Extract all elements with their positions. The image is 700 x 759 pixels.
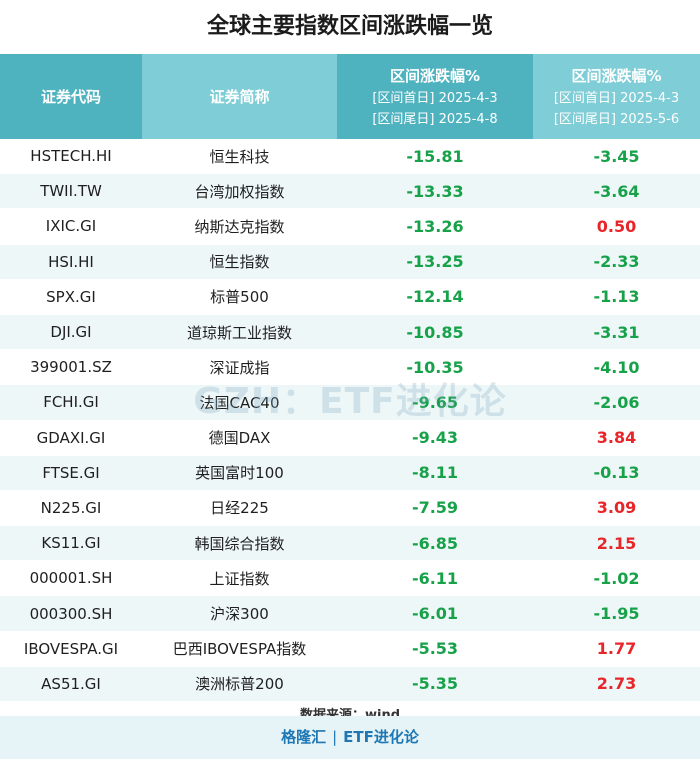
cell-name: 道琼斯工业指数 (142, 314, 337, 351)
cell-change-1: -7.59 (337, 490, 533, 527)
table-row: KS11.GI 韩国综合指数 -6.85 2.15 (0, 525, 700, 562)
header-change-2-end: [区间尾日] 2025-5-6 (553, 111, 680, 127)
cell-change-2: 3.84 (533, 420, 700, 456)
cell-name: 恒生科技 (142, 139, 337, 175)
cell-name: 台湾加权指数 (142, 173, 337, 210)
header-code: 证券代码 (0, 54, 142, 139)
cell-change-2: 2.15 (533, 525, 700, 562)
cell-code: IBOVESPA.GI (0, 631, 142, 667)
cell-code: HSTECH.HI (0, 139, 142, 175)
cell-name: 日经225 (142, 490, 337, 527)
header-change-1-label: 区间涨跌幅% (389, 66, 481, 85)
cell-change-2: -0.13 (533, 455, 700, 491)
cell-change-2: -3.45 (533, 139, 700, 175)
cell-code: FCHI.GI (0, 384, 142, 421)
cell-change-1: -5.35 (337, 666, 533, 703)
cell-name: 深证成指 (142, 349, 337, 386)
cell-code: AS51.GI (0, 666, 142, 703)
cell-name: 巴西IBOVESPA指数 (142, 631, 337, 667)
cell-code: SPX.GI (0, 279, 142, 315)
table-header: 证券代码 证券简称 区间涨跌幅% [区间首日] 2025-4-3 [区间尾日] … (0, 54, 700, 139)
footer-brand: 格隆汇 (281, 728, 327, 746)
header-change-2-start: [区间首日] 2025-4-3 (553, 90, 680, 106)
cell-name: 沪深300 (142, 595, 337, 632)
table-row: IBOVESPA.GI 巴西IBOVESPA指数 -5.53 1.77 (0, 631, 700, 667)
cell-code: IXIC.GI (0, 208, 142, 245)
cell-code: 000001.SH (0, 560, 142, 597)
table-row: FCHI.GI 法国CAC40 -9.65 -2.06 (0, 384, 700, 421)
cell-change-2: 0.50 (533, 208, 700, 245)
table-body: HSTECH.HI 恒生科技 -15.81 -3.45 TWII.TW 台湾加权指数 -13… (0, 139, 700, 703)
cell-change-2: -1.95 (533, 595, 700, 632)
cell-change-2: -2.33 (533, 244, 700, 280)
table-row: 000001.SH 上证指数 -6.11 -1.02 (0, 560, 700, 597)
footer-account: ETF进化论 (343, 728, 419, 746)
cell-change-1: -9.43 (337, 420, 533, 456)
cell-change-2: -2.06 (533, 384, 700, 421)
table-row: SPX.GI 标普500 -12.14 -1.13 (0, 279, 700, 315)
cell-name: 英国富时100 (142, 455, 337, 491)
index-table: 证券代码 证券简称 区间涨跌幅% [区间首日] 2025-4-3 [区间尾日] … (0, 54, 700, 703)
header-change-1: 区间涨跌幅% [区间首日] 2025-4-3 [区间尾日] 2025-4-8 (337, 54, 533, 139)
cell-change-1: -6.11 (337, 560, 533, 597)
cell-code: GDAXI.GI (0, 420, 142, 456)
cell-code: DJI.GI (0, 314, 142, 351)
cell-change-2: 1.77 (533, 631, 700, 667)
cell-change-2: -3.31 (533, 314, 700, 351)
cell-change-2: -1.02 (533, 560, 700, 597)
table-row: GDAXI.GI 德国DAX -9.43 3.84 (0, 420, 700, 456)
table-row: FTSE.GI 英国富时100 -8.11 -0.13 (0, 455, 700, 491)
cell-change-1: -10.85 (337, 314, 533, 351)
cell-change-1: -6.01 (337, 595, 533, 632)
cell-code: FTSE.GI (0, 455, 142, 491)
header-change-1-start: [区间首日] 2025-4-3 (372, 90, 498, 106)
table-row: AS51.GI 澳洲标普200 -5.35 2.73 (0, 666, 700, 703)
table-row: IXIC.GI 纳斯达克指数 -13.26 0.50 (0, 208, 700, 245)
cell-change-1: -13.26 (337, 208, 533, 245)
cell-change-2: 2.73 (533, 666, 700, 703)
cell-change-1: -5.53 (337, 631, 533, 667)
header-change-2: 区间涨跌幅% [区间首日] 2025-4-3 [区间尾日] 2025-5-6 (533, 54, 700, 139)
footer: 格隆汇 | ETF进化论 (0, 716, 700, 759)
cell-change-2: -1.13 (533, 279, 700, 315)
cell-change-1: -10.35 (337, 349, 533, 386)
cell-name: 恒生指数 (142, 244, 337, 280)
cell-change-1: -6.85 (337, 525, 533, 562)
header-name: 证券简称 (142, 54, 337, 139)
table-row: N225.GI 日经225 -7.59 3.09 (0, 490, 700, 527)
cell-name: 标普500 (142, 279, 337, 315)
cell-code: TWII.TW (0, 173, 142, 210)
cell-change-2: -4.10 (533, 349, 700, 386)
cell-code: KS11.GI (0, 525, 142, 562)
cell-change-1: -12.14 (337, 279, 533, 315)
cell-name: 澳洲标普200 (142, 666, 337, 703)
table-row: DJI.GI 道琼斯工业指数 -10.85 -3.31 (0, 314, 700, 351)
cell-name: 韩国综合指数 (142, 525, 337, 562)
table-row: HSTECH.HI 恒生科技 -15.81 -3.45 (0, 139, 700, 175)
cell-code: N225.GI (0, 490, 142, 527)
table-row: 399001.SZ 深证成指 -10.35 -4.10 (0, 349, 700, 386)
cell-name: 法国CAC40 (142, 384, 337, 421)
header-change-1-end: [区间尾日] 2025-4-8 (372, 111, 498, 127)
cell-change-1: -13.33 (337, 173, 533, 210)
cell-change-2: -3.64 (533, 173, 700, 210)
cell-name: 德国DAX (142, 420, 337, 456)
page-title: 全球主要指数区间涨跌幅一览 (206, 14, 493, 39)
cell-change-1: -13.25 (337, 244, 533, 280)
table-row: HSI.HI 恒生指数 -13.25 -2.33 (0, 244, 700, 280)
footer-separator: | (332, 728, 338, 746)
table-row: TWII.TW 台湾加权指数 -13.33 -3.64 (0, 173, 700, 210)
cell-code: 399001.SZ (0, 349, 142, 386)
cell-code: HSI.HI (0, 244, 142, 280)
cell-name: 纳斯达克指数 (142, 208, 337, 245)
cell-name: 上证指数 (142, 560, 337, 597)
cell-change-1: -15.81 (337, 139, 533, 175)
cell-change-2: 3.09 (533, 490, 700, 527)
cell-code: 000300.SH (0, 595, 142, 632)
header-change-2-label: 区间涨跌幅% (571, 66, 662, 85)
cell-change-1: -8.11 (337, 455, 533, 491)
cell-change-1: -9.65 (337, 384, 533, 421)
table-row: 000300.SH 沪深300 -6.01 -1.95 (0, 595, 700, 632)
